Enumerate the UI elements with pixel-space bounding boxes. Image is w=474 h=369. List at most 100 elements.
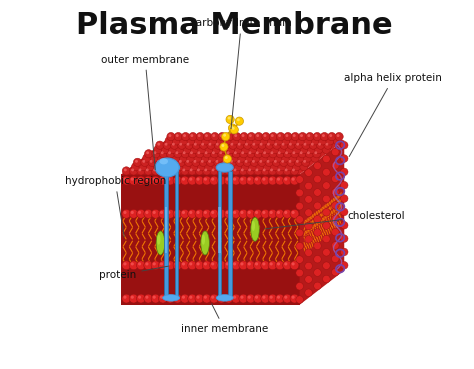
Circle shape (190, 151, 193, 154)
Circle shape (284, 177, 287, 181)
Circle shape (340, 248, 348, 256)
Circle shape (314, 282, 321, 290)
Circle shape (299, 132, 307, 141)
Circle shape (144, 167, 153, 175)
Circle shape (333, 137, 341, 145)
Circle shape (296, 256, 303, 263)
Circle shape (277, 296, 280, 299)
Circle shape (278, 162, 286, 171)
Circle shape (248, 162, 257, 171)
Circle shape (262, 296, 265, 299)
Circle shape (157, 160, 160, 163)
Circle shape (265, 141, 273, 149)
Circle shape (242, 145, 250, 154)
Circle shape (122, 261, 131, 270)
Circle shape (173, 209, 182, 218)
Circle shape (160, 296, 163, 299)
Circle shape (154, 151, 156, 154)
Circle shape (144, 209, 153, 218)
Circle shape (276, 132, 285, 141)
Circle shape (305, 249, 312, 256)
Circle shape (188, 150, 197, 158)
Circle shape (214, 141, 222, 149)
Circle shape (137, 261, 146, 270)
Circle shape (239, 150, 248, 158)
Circle shape (315, 134, 318, 137)
Circle shape (228, 124, 237, 132)
Circle shape (249, 145, 257, 154)
Circle shape (209, 137, 217, 145)
Circle shape (314, 189, 321, 196)
Circle shape (273, 141, 281, 149)
Circle shape (331, 215, 339, 223)
Circle shape (258, 158, 266, 166)
Circle shape (227, 145, 235, 154)
Circle shape (182, 132, 190, 141)
Circle shape (315, 145, 323, 154)
Circle shape (268, 209, 277, 218)
Circle shape (287, 141, 295, 149)
Circle shape (217, 209, 226, 218)
Circle shape (340, 168, 348, 176)
Circle shape (227, 134, 230, 137)
Circle shape (197, 169, 200, 171)
Circle shape (296, 242, 303, 250)
Circle shape (129, 294, 138, 303)
Circle shape (261, 294, 270, 303)
Circle shape (320, 132, 328, 141)
Circle shape (287, 158, 295, 166)
Circle shape (290, 294, 299, 303)
Circle shape (219, 177, 221, 181)
Circle shape (167, 211, 170, 214)
Circle shape (129, 176, 138, 185)
Circle shape (226, 177, 229, 181)
Circle shape (175, 162, 184, 171)
Circle shape (151, 209, 160, 218)
Circle shape (261, 209, 270, 218)
Circle shape (181, 261, 189, 270)
Circle shape (173, 294, 182, 303)
Circle shape (198, 134, 201, 137)
Circle shape (138, 177, 141, 181)
Ellipse shape (159, 158, 168, 165)
Circle shape (158, 294, 167, 303)
Circle shape (300, 151, 302, 154)
Circle shape (305, 196, 312, 203)
Circle shape (274, 143, 277, 146)
Circle shape (231, 294, 240, 303)
Circle shape (240, 262, 244, 265)
Circle shape (186, 160, 189, 163)
Circle shape (245, 143, 248, 146)
Circle shape (323, 208, 330, 216)
Circle shape (230, 160, 233, 163)
Circle shape (306, 132, 314, 141)
Circle shape (132, 162, 140, 171)
Circle shape (189, 132, 197, 141)
Ellipse shape (163, 294, 180, 301)
Circle shape (195, 294, 204, 303)
Circle shape (212, 151, 215, 154)
Circle shape (323, 195, 330, 203)
Circle shape (314, 175, 321, 183)
Circle shape (133, 158, 142, 166)
Circle shape (241, 151, 244, 154)
Circle shape (205, 145, 213, 154)
Circle shape (282, 154, 290, 162)
Circle shape (193, 160, 196, 163)
Circle shape (223, 143, 226, 146)
Circle shape (340, 262, 348, 269)
Circle shape (296, 189, 303, 197)
Circle shape (173, 167, 182, 175)
Circle shape (276, 150, 284, 158)
Circle shape (122, 176, 131, 185)
Circle shape (167, 262, 170, 265)
Circle shape (331, 228, 339, 236)
Circle shape (163, 158, 171, 166)
Circle shape (262, 211, 265, 214)
Circle shape (255, 177, 258, 181)
Circle shape (262, 262, 265, 265)
Circle shape (236, 158, 244, 166)
Circle shape (129, 167, 138, 175)
Circle shape (161, 145, 169, 154)
Circle shape (225, 132, 234, 141)
